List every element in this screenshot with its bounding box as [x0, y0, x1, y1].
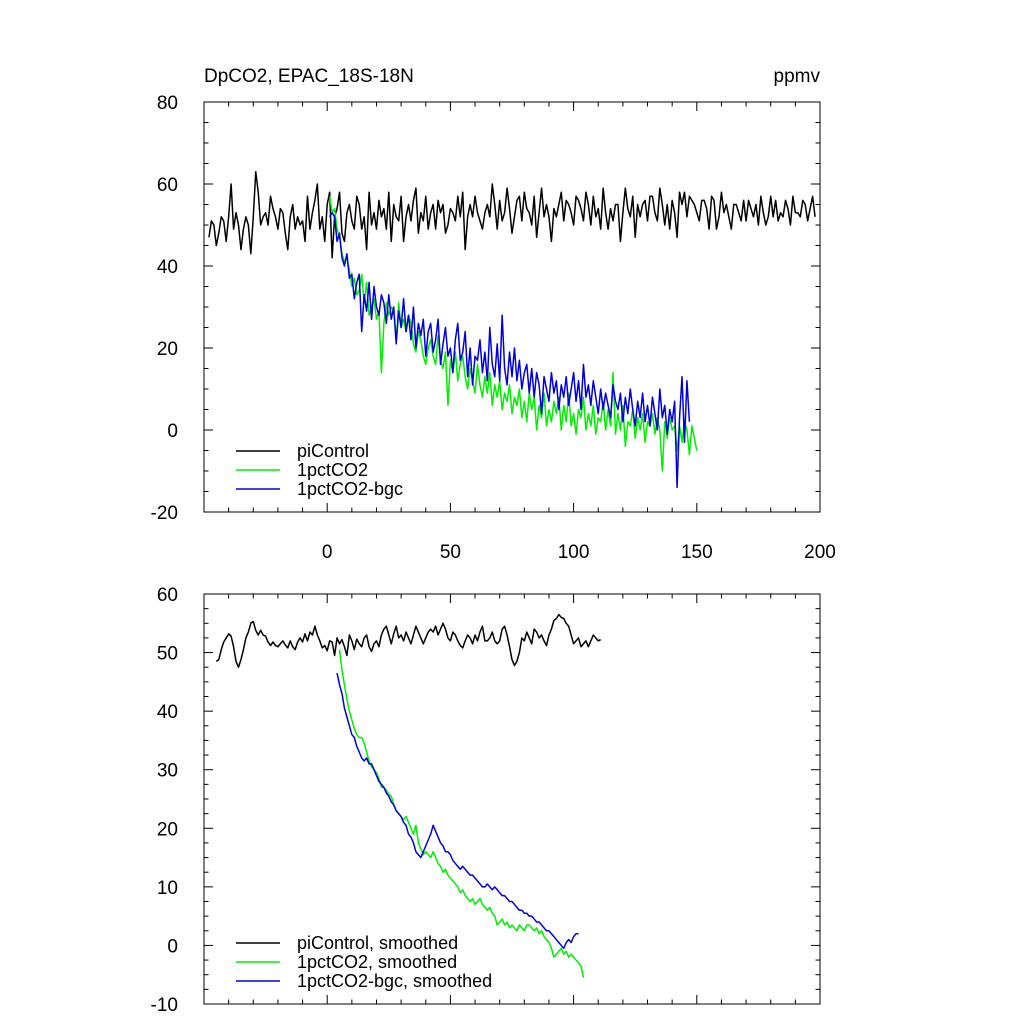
series-line-1pctco2-smoothed — [338, 649, 585, 978]
legend-label: piControl, smoothed — [297, 933, 458, 953]
y-tick-label: 10 — [157, 878, 178, 899]
y-tick-label: 60 — [157, 585, 178, 606]
y-tick-label: 60 — [157, 175, 178, 196]
y-tick-label: 80 — [157, 93, 178, 114]
series-line-1pctco2-bgc — [329, 211, 691, 489]
y-tick-label: -20 — [151, 503, 178, 524]
y-tick-label: 20 — [157, 819, 178, 840]
x-tick-label: 200 — [804, 542, 836, 563]
x-tick-label: 100 — [558, 542, 590, 563]
top-panel-ticks: -20 0 20 40 60 80 0 50 100 150 200 — [151, 93, 836, 563]
y-tick-label: 20 — [157, 339, 178, 360]
top-panel-series — [208, 170, 816, 489]
x-tick-label: 150 — [681, 542, 713, 563]
bottom-panel-series — [215, 613, 602, 978]
series-line-picontrol-smoothed — [215, 613, 602, 668]
y-tick-label: 50 — [157, 644, 178, 665]
y-tick-label: 0 — [167, 421, 178, 442]
y-tick-label: 30 — [157, 761, 178, 782]
x-tick-label: 50 — [440, 542, 461, 563]
y-tick-label: 40 — [157, 702, 178, 723]
bottom-panel-ticks: -10 0 10 20 30 40 50 60 — [151, 585, 821, 1016]
top-panel: DpCO2, EPAC_18S-18N ppmv -20 0 20 40 60 80 0 50… — [151, 66, 836, 563]
legend-label: 1pctCO2, smoothed — [297, 952, 457, 972]
top-panel-units: ppmv — [774, 66, 821, 87]
series-line-picontrol — [208, 170, 816, 259]
x-tick-label: 0 — [322, 542, 333, 563]
legend-label: piControl — [297, 441, 369, 461]
top-panel-title: DpCO2, EPAC_18S-18N — [204, 66, 414, 87]
series-line-1pctco2-bgc-smoothed — [336, 672, 579, 950]
y-tick-label: 40 — [157, 257, 178, 278]
y-tick-label: 0 — [167, 936, 178, 957]
legend-label: 1pctCO2-bgc — [297, 479, 403, 499]
legend-label: 1pctCO2-bgc, smoothed — [297, 971, 492, 991]
y-tick-label: -10 — [151, 995, 178, 1016]
series-line-1pctco2 — [328, 196, 698, 472]
legend-label: 1pctCO2 — [297, 460, 368, 480]
